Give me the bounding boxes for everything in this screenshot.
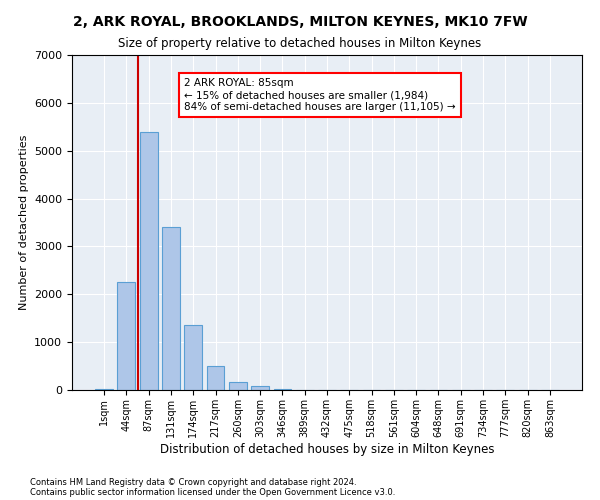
Bar: [162, 228, 180, 390]
Text: 2 ARK ROYAL: 85sqm
← 15% of detached houses are smaller (1,984)
84% of semi-deta: 2 ARK ROYAL: 85sqm ← 15% of detached hou…: [184, 78, 456, 112]
Bar: [206, 366, 224, 390]
Bar: [229, 382, 247, 390]
Text: Contains public sector information licensed under the Open Government Licence v3: Contains public sector information licen…: [30, 488, 395, 497]
Bar: [95, 388, 113, 390]
X-axis label: Distribution of detached houses by size in Milton Keynes: Distribution of detached houses by size …: [160, 442, 494, 456]
Bar: [184, 326, 202, 390]
Bar: [251, 386, 269, 390]
Y-axis label: Number of detached properties: Number of detached properties: [19, 135, 29, 310]
Bar: [118, 282, 136, 390]
Bar: [274, 389, 292, 390]
Text: Contains HM Land Registry data © Crown copyright and database right 2024.: Contains HM Land Registry data © Crown c…: [30, 478, 356, 487]
Text: Size of property relative to detached houses in Milton Keynes: Size of property relative to detached ho…: [118, 38, 482, 51]
Text: 2, ARK ROYAL, BROOKLANDS, MILTON KEYNES, MK10 7FW: 2, ARK ROYAL, BROOKLANDS, MILTON KEYNES,…: [73, 15, 527, 29]
Bar: [140, 132, 158, 390]
